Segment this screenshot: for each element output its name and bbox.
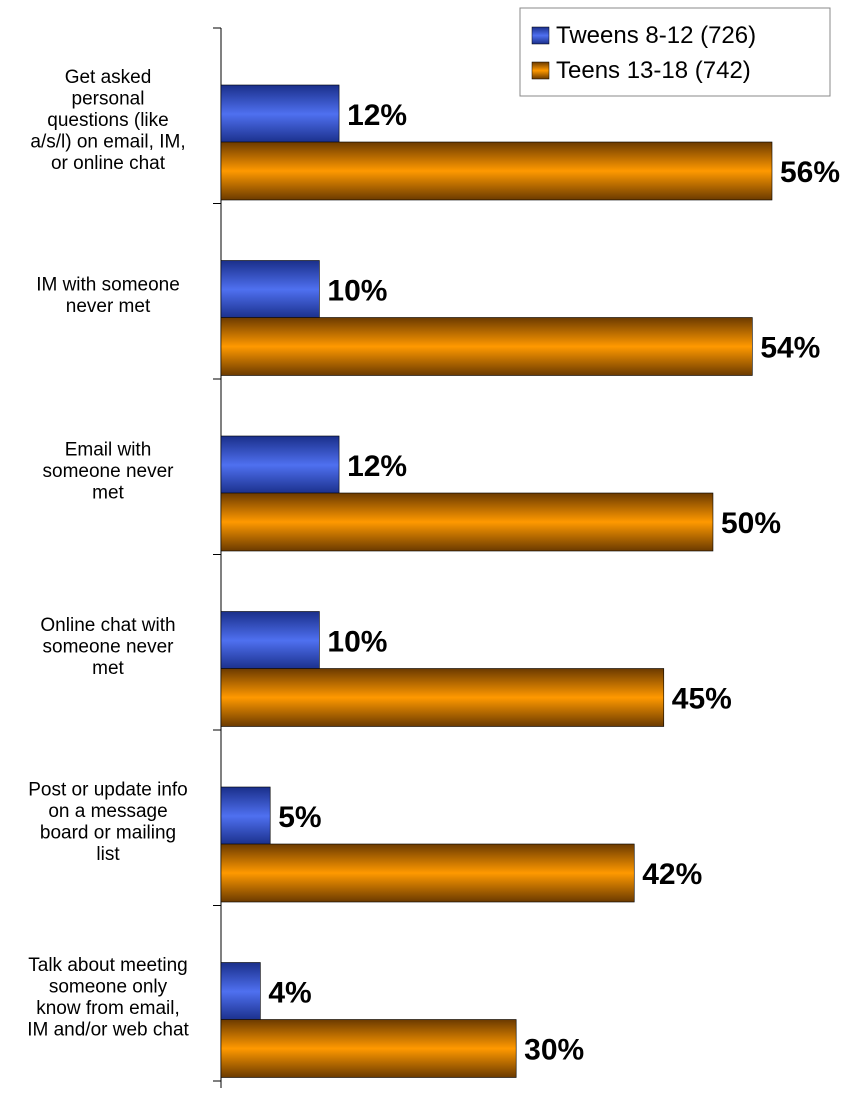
category-label-line: someone only (49, 977, 168, 998)
category-label-line: Post or update info (28, 780, 188, 801)
bar-teens (220, 1019, 517, 1078)
category-label-line: someone never (43, 636, 175, 657)
category-label-line: know from email, (36, 998, 180, 1019)
bar-tweens (220, 84, 340, 144)
category-label: Get asked personal questions (like a/s/l) o… (30, 67, 185, 174)
category-label-line: or online chat (51, 153, 166, 174)
data-label-tweens: 5% (278, 801, 321, 834)
bar-tweens (220, 435, 340, 495)
category-labels: Get asked personal questions (like a/s/l) o… (27, 67, 189, 1041)
legend-swatch-tweens (531, 26, 550, 45)
category-label-line: list (96, 844, 120, 865)
category-label-line: Online chat with (40, 615, 175, 636)
category-label: Online chat with someone never met (40, 615, 175, 679)
data-label-teens: 56% (780, 156, 840, 189)
legend-box (519, 7, 831, 97)
data-label-teens: 45% (672, 683, 732, 716)
category-label-line: IM with someone (36, 275, 180, 296)
data-labels: 12% 56% 10% 54% 12% 50% 10% 45% 5% 42% 4% 30% (268, 99, 840, 1067)
data-label-teens: 42% (642, 858, 702, 891)
data-label-tweens: 12% (347, 450, 407, 483)
data-label-teens: 54% (760, 332, 820, 365)
data-label-tweens: 10% (327, 626, 387, 659)
data-label-teens: 30% (524, 1034, 584, 1067)
category-label: IM with someone never met (36, 275, 180, 318)
legend: Tweens 8-12 (726) Teens 13-18 (742) (519, 7, 831, 97)
bar-teens (220, 843, 635, 903)
category-label-line: met (92, 482, 124, 503)
legend-swatch-teens (531, 61, 550, 80)
category-label: Talk about meeting someone only know from … (27, 955, 189, 1041)
category-label-line: Talk about meeting (28, 955, 188, 976)
category-label-line: a/s/l) on email, IM, (30, 131, 185, 152)
bar-teens (220, 141, 773, 201)
legend-label-tweens: Tweens 8-12 (726) (556, 22, 756, 49)
bar-tweens (220, 962, 261, 1021)
bar-teens (220, 492, 714, 552)
bar-teens (220, 317, 753, 376)
y-axis (213, 27, 222, 1088)
category-label: Email with someone never met (43, 439, 175, 503)
category-label-line: on a message (48, 801, 167, 822)
category-label-line: Get asked (65, 67, 152, 88)
category-label-line: IM and/or web chat (27, 1020, 189, 1041)
category-label: Post or update info on a message board or … (28, 780, 188, 866)
bar-teens (220, 668, 665, 727)
bar-tweens (220, 260, 320, 319)
category-label-line: personal (72, 88, 145, 109)
data-label-tweens: 10% (327, 275, 387, 308)
category-label-line: Email with (65, 439, 152, 460)
category-label-line: questions (like (47, 110, 168, 131)
category-label-line: never met (66, 296, 151, 317)
bar-tweens (220, 786, 271, 846)
category-label-line: board or mailing (40, 823, 176, 844)
legend-label-teens: Teens 13-18 (742) (556, 57, 751, 84)
category-label-line: met (92, 658, 124, 679)
data-label-tweens: 4% (268, 977, 311, 1010)
data-label-teens: 50% (721, 507, 781, 540)
category-label-line: someone never (43, 461, 175, 482)
data-label-tweens: 12% (347, 99, 407, 132)
bars (220, 84, 773, 1078)
bar-tweens (220, 611, 320, 670)
